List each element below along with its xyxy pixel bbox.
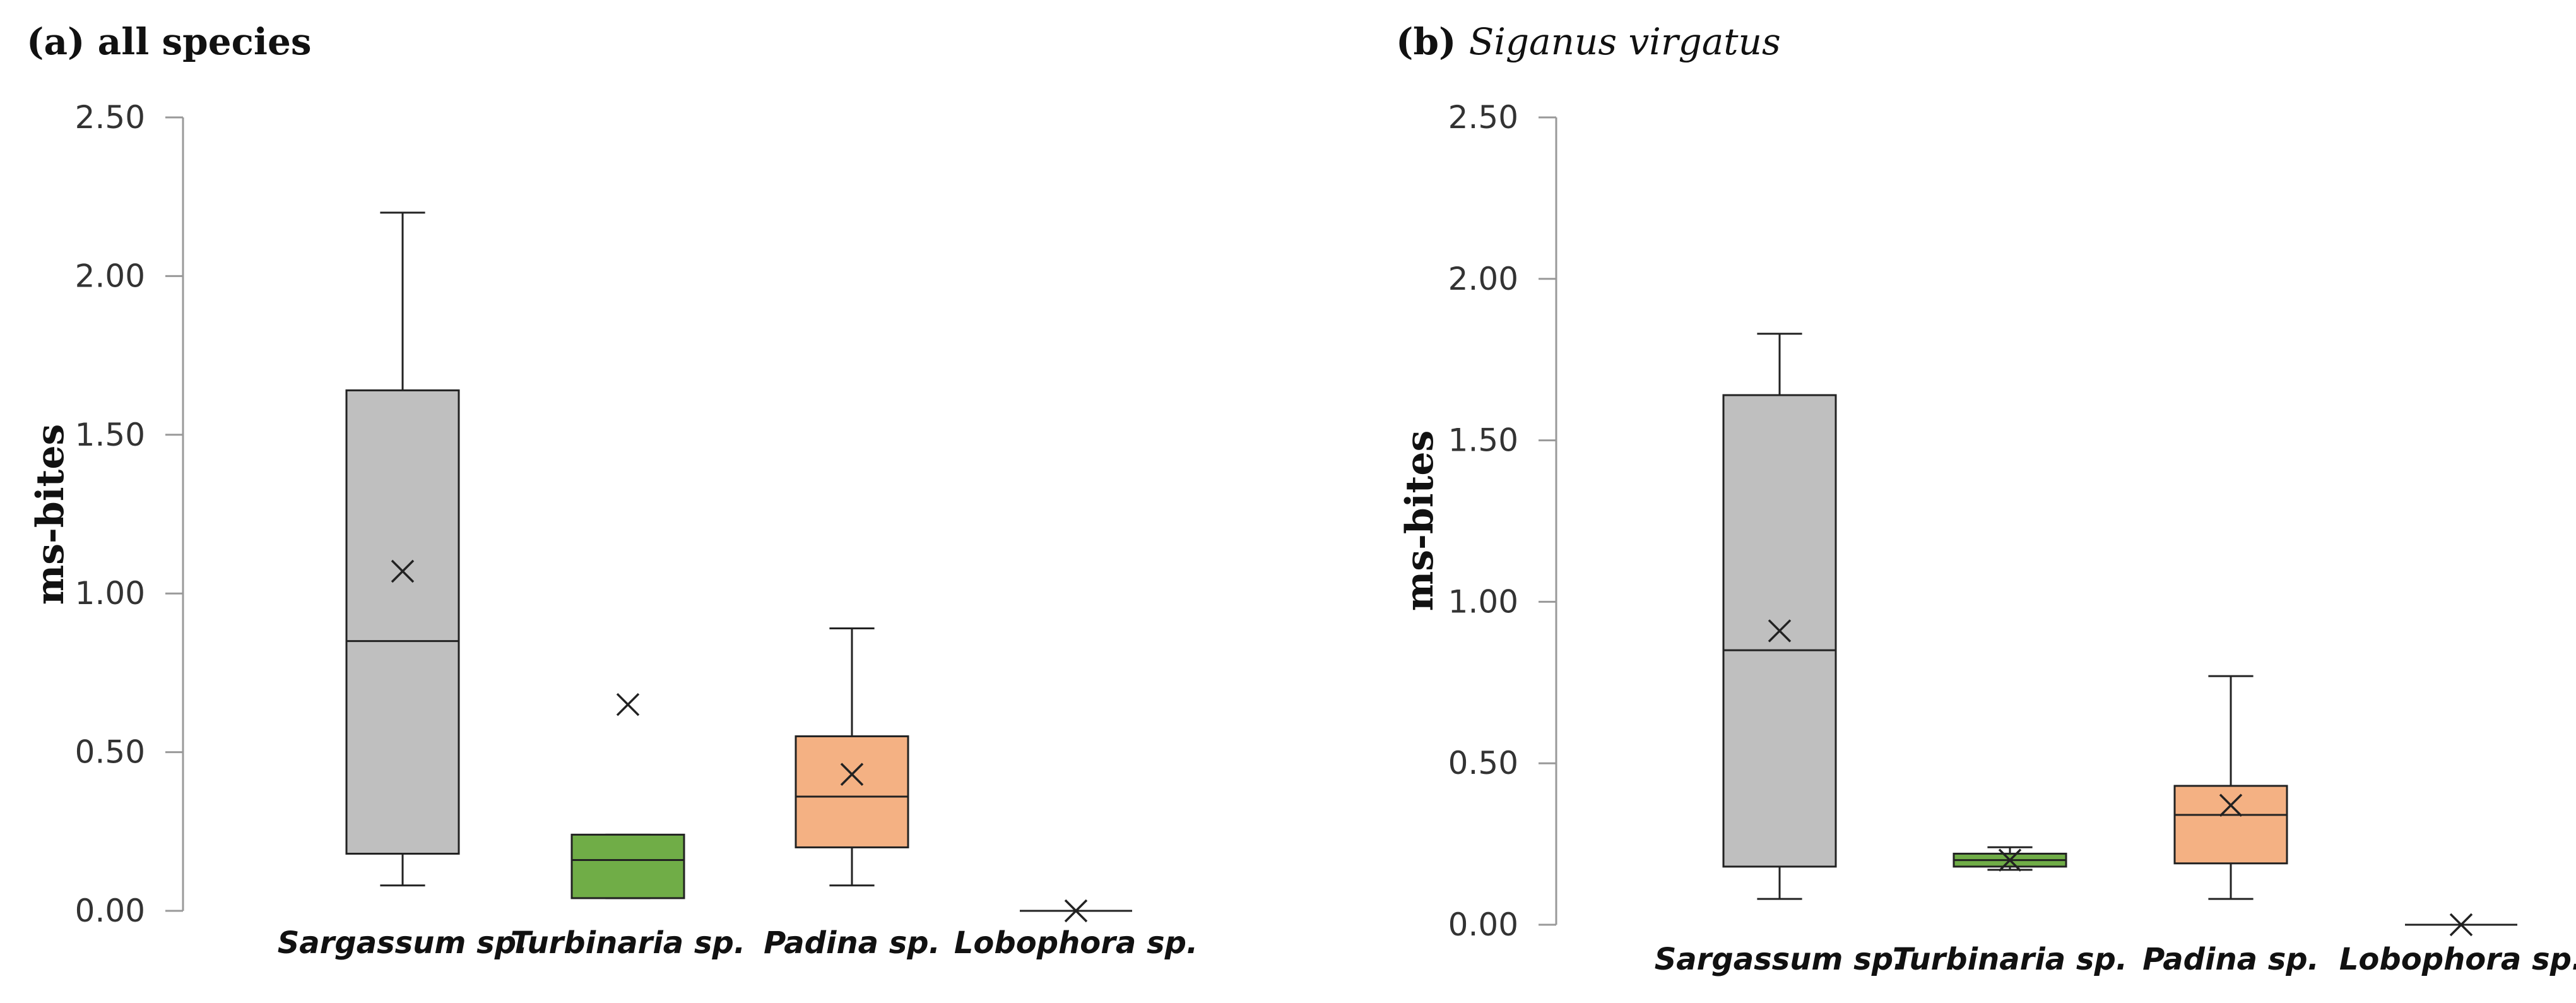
mean-marker	[2449, 913, 2473, 937]
y-tick-label: 1.50	[75, 417, 145, 453]
panel-title-italic: Siganus virgatus	[1469, 20, 1781, 63]
chart-panel-b: (b) Siganus virgatus ms-bites 0.00 0.50 1.00…	[1396, 20, 2576, 977]
panel-title: (b) Siganus virgatus	[1396, 20, 1781, 63]
y-tick-label: 0.50	[1448, 745, 1518, 781]
iqr-box	[795, 735, 909, 848]
y-tick-label: 1.00	[75, 575, 145, 612]
x-tick-label: Lobophora sp.	[954, 925, 1198, 961]
iqr-box	[345, 389, 460, 855]
y-tick-label: 2.00	[75, 258, 145, 294]
x-tick-label: Turbinaria sp.	[511, 925, 745, 961]
box-sargassum-sp	[1722, 333, 1837, 900]
x-tick-label: Padina sp.	[764, 925, 940, 961]
y-tick-label: 1.50	[1448, 422, 1518, 459]
x-tick-label: Turbinaria sp.	[1893, 942, 2127, 977]
y-tick-label: 2.50	[75, 99, 145, 136]
box-padina-sp	[2173, 675, 2288, 900]
panel-title: (a) all species	[27, 20, 312, 63]
mean-marker	[391, 559, 415, 583]
y-tick-label: 2.00	[1448, 261, 1518, 297]
y-tick-label: 0.50	[75, 734, 145, 771]
box-padina-sp	[795, 627, 909, 887]
box-sargassum-sp	[345, 211, 460, 887]
y-tick-label: 2.50	[1448, 99, 1518, 136]
panel-title-text: all species	[98, 20, 312, 63]
mean-marker	[840, 763, 864, 786]
iqr-box	[570, 833, 685, 899]
box-turbinaria-sp	[570, 692, 685, 899]
x-tick-label: Padina sp.	[2142, 942, 2319, 977]
x-tick-label: Lobophora sp.	[2339, 942, 2576, 977]
y-tick-label: 1.00	[1448, 583, 1518, 620]
iqr-box	[2173, 785, 2288, 865]
panel-label: (a)	[27, 20, 98, 63]
mean-marker	[1998, 848, 2022, 872]
y-tick-label: 0.00	[1448, 906, 1518, 943]
chart-panel-a: (a) all species ms-bites 0.00 0.50 1.00 1.50 2…	[27, 20, 1198, 961]
y-axis-label: ms-bites	[1398, 430, 1442, 612]
mean-marker	[616, 692, 640, 716]
x-tick-label: Sargassum sp.	[278, 925, 528, 961]
mean-marker	[2219, 793, 2243, 817]
box-lobophora-sp	[2405, 913, 2517, 937]
box-lobophora-sp	[1020, 899, 1132, 923]
mean-marker	[1768, 619, 1792, 643]
mean-marker	[1064, 899, 1088, 923]
panel-label: (b)	[1396, 20, 1469, 63]
x-tick-label: Sargassum sp.	[1655, 942, 1905, 977]
y-tick-label: 0.00	[75, 893, 145, 929]
y-axis-label: ms-bites	[28, 424, 73, 605]
box-turbinaria-sp	[1953, 846, 2067, 872]
